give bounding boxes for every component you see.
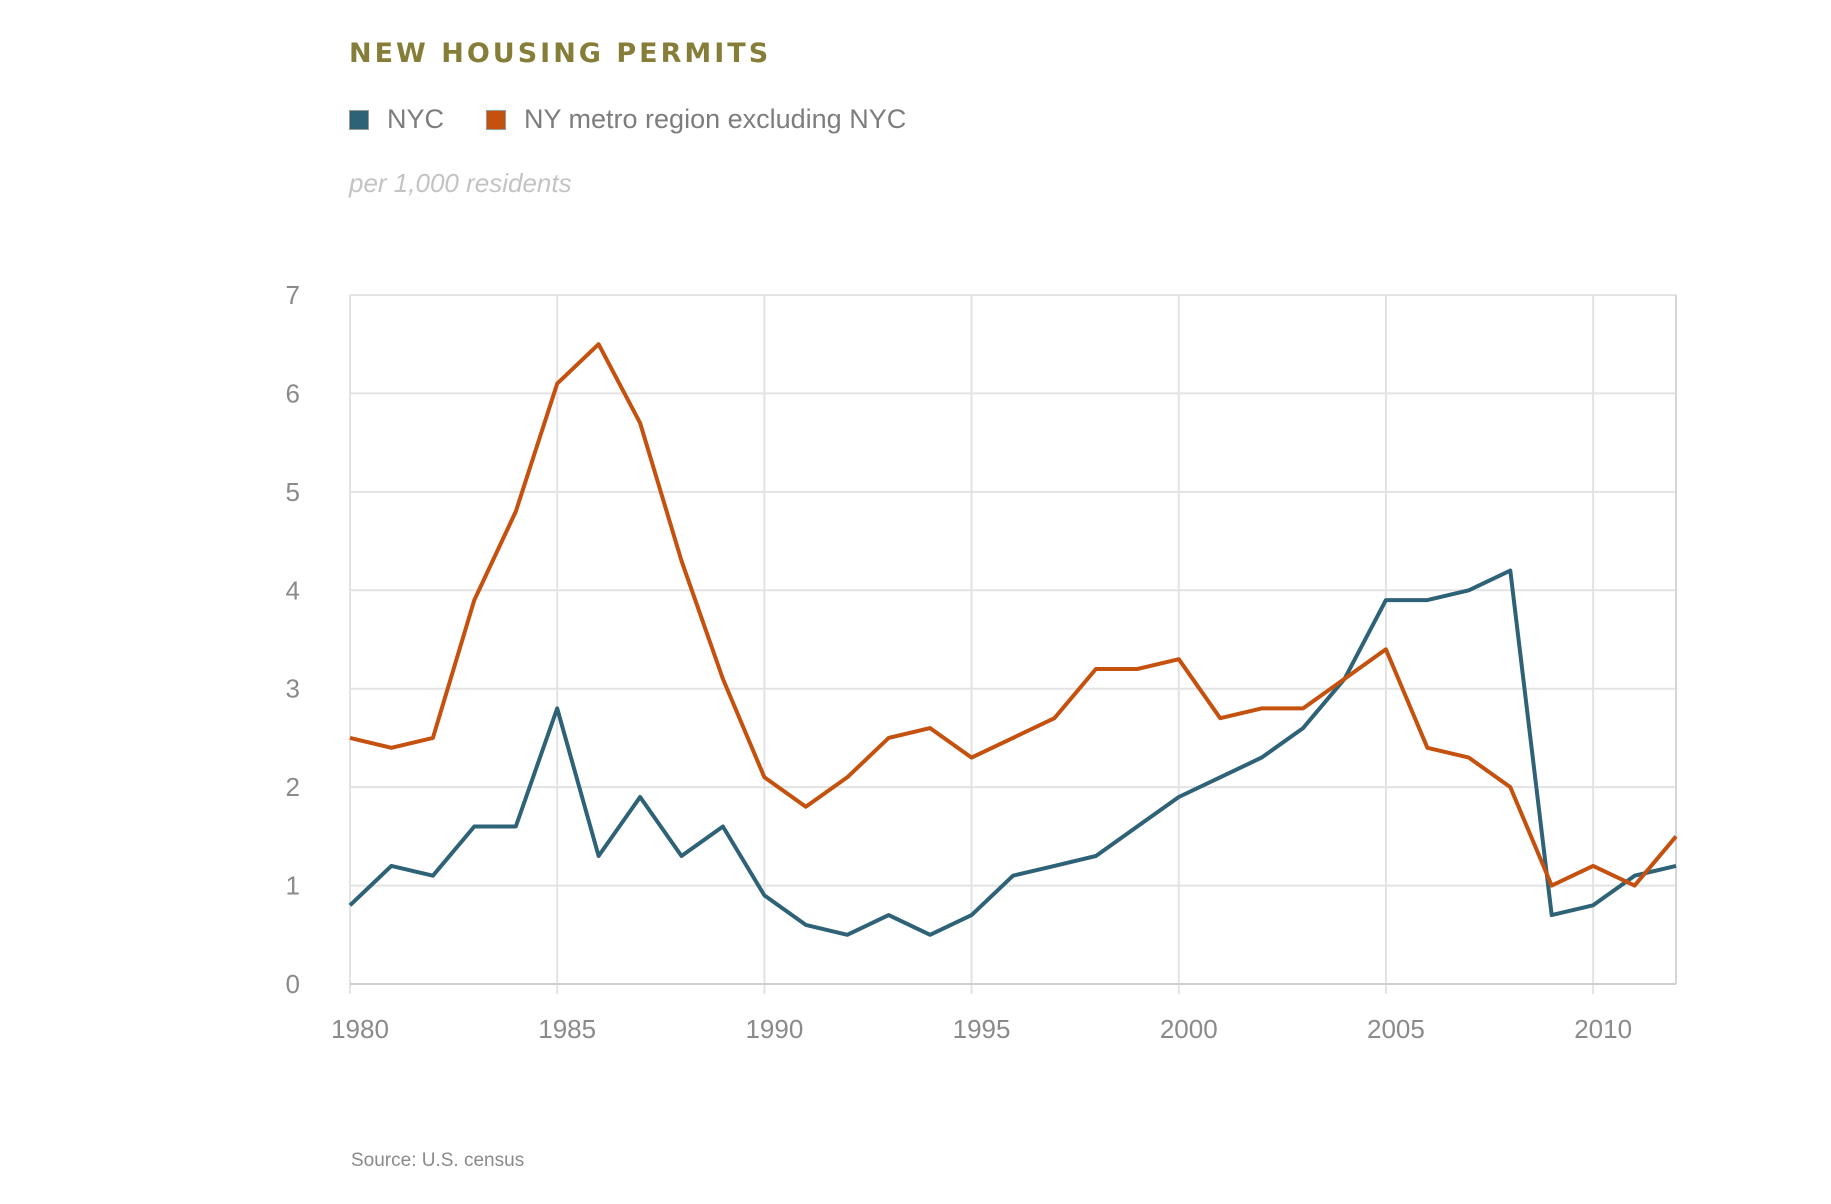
y-tick-label: 6 (286, 378, 300, 408)
chart-subtitle: per 1,000 residents (349, 168, 572, 198)
grid (349, 294, 1676, 994)
x-tick-label: 1995 (953, 1014, 1011, 1044)
x-tick-label: 2005 (1367, 1014, 1425, 1044)
x-tick-label: 1985 (538, 1014, 596, 1044)
series-lines (348, 342, 1678, 937)
y-tick-label: 5 (286, 477, 300, 507)
legend-label-metro: NY metro region excluding NYC (524, 104, 907, 134)
y-tick-label: 3 (286, 674, 300, 704)
source-note: Source: U.S. census (351, 1150, 525, 1171)
legend-swatch-nyc (349, 109, 369, 130)
x-tick-label: 2010 (1574, 1014, 1632, 1044)
legend-swatch-metro (486, 109, 507, 130)
series-line-metro (349, 342, 1678, 888)
x-tick-label: 1990 (745, 1014, 803, 1044)
legend: NYC NY metro region excluding NYC (349, 104, 948, 135)
y-tick-label: 2 (286, 772, 300, 802)
x-tick-label: 2000 (1160, 1014, 1218, 1044)
y-tick-label: 0 (286, 969, 300, 999)
legend-item-metro: NY metro region excluding NYC (486, 104, 906, 135)
axes: 0 1 2 3 4 5 6 7 1980 1985 1990 1995 2000 2005 2010 (286, 280, 1677, 1044)
legend-label-nyc: NYC (387, 104, 445, 134)
y-tick-label: 4 (286, 575, 300, 605)
chart-title: NEW HOUSING PERMITS (349, 38, 772, 69)
legend-item-nyc: NYC (349, 104, 444, 135)
x-tick-label: 1980 (331, 1014, 389, 1044)
y-tick-label: 1 (286, 871, 300, 901)
series-line-nyc (348, 568, 1677, 937)
y-tick-label: 7 (286, 280, 300, 310)
